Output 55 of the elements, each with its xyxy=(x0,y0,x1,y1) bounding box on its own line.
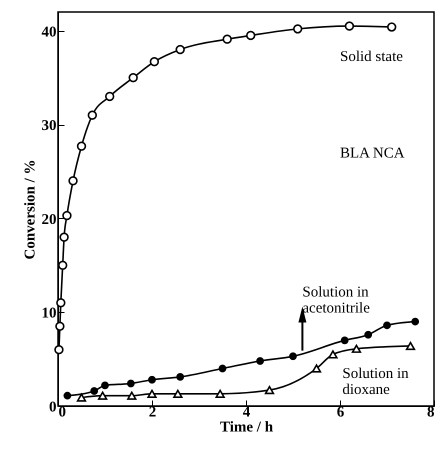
point xyxy=(222,34,232,44)
point xyxy=(173,390,183,398)
point xyxy=(264,386,274,394)
series-label: Solution in dioxane xyxy=(342,366,410,398)
point xyxy=(364,330,372,339)
x-axis-title: Time / h xyxy=(220,420,274,436)
point xyxy=(256,357,264,365)
y-tick-label: 20 xyxy=(42,212,56,228)
point xyxy=(105,92,114,102)
point xyxy=(289,352,297,360)
point xyxy=(88,110,97,120)
x-tick-label: 8 xyxy=(427,404,434,420)
point xyxy=(76,141,86,151)
series-label: Solution in acetonitrile xyxy=(302,284,370,317)
point xyxy=(383,321,391,330)
series-label: Solid state xyxy=(340,49,404,66)
point xyxy=(150,57,160,66)
point xyxy=(68,176,78,186)
point xyxy=(54,345,64,354)
point xyxy=(344,21,354,31)
point xyxy=(293,24,302,34)
point xyxy=(246,30,256,40)
point xyxy=(56,298,66,308)
x-tick-label: 6 xyxy=(336,404,345,420)
point xyxy=(101,381,109,390)
point xyxy=(312,364,322,373)
annotation: BLA NCA xyxy=(340,146,405,162)
y-tick-label: 10 xyxy=(42,306,56,322)
point xyxy=(176,373,184,381)
point xyxy=(76,393,86,402)
point xyxy=(218,364,226,372)
point xyxy=(128,73,138,82)
point xyxy=(126,380,135,388)
point xyxy=(59,232,69,242)
point xyxy=(62,210,72,220)
point xyxy=(98,392,108,400)
point xyxy=(148,376,156,384)
point xyxy=(58,260,68,270)
point xyxy=(127,392,136,400)
point xyxy=(340,336,349,344)
point xyxy=(352,344,362,353)
point xyxy=(55,322,65,331)
y-tick-label: 30 xyxy=(42,118,56,134)
point xyxy=(90,387,98,395)
point xyxy=(411,318,420,326)
point xyxy=(215,390,225,398)
point xyxy=(406,342,416,350)
point xyxy=(387,22,396,32)
point xyxy=(147,390,157,398)
point xyxy=(176,44,185,54)
point xyxy=(328,350,338,359)
y-tick-label: 40 xyxy=(42,24,56,40)
x-tick-label: 4 xyxy=(242,404,251,420)
point xyxy=(64,392,72,400)
y-axis-title: Conversion / % xyxy=(22,159,38,260)
